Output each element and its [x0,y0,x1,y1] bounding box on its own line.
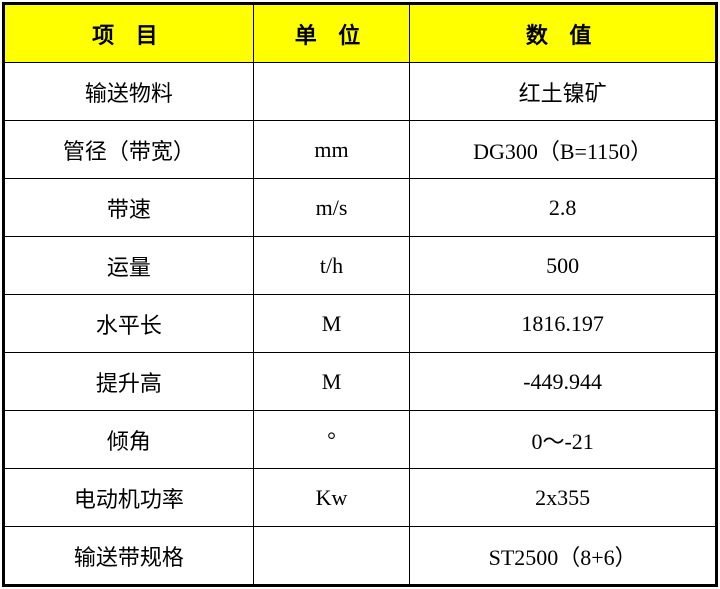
cell-value: 1816.197 [410,295,716,353]
table-row: 水平长 M 1816.197 [5,295,716,353]
cell-item: 输送带规格 [5,527,254,585]
table-row: 输送带规格 ST2500（8+6） [5,527,716,585]
header-value: 数 值 [410,5,716,63]
cell-unit [253,527,409,585]
cell-value: 2.8 [410,179,716,237]
cell-unit: M [253,353,409,411]
cell-value: -449.944 [410,353,716,411]
cell-unit: ° [253,411,409,469]
table-header-row: 项 目 单 位 数 值 [5,5,716,63]
table-row: 电动机功率 Kw 2x355 [5,469,716,527]
table-row: 管径（带宽） mm DG300（B=1150） [5,121,716,179]
table-row: 输送物料 红土镍矿 [5,63,716,121]
cell-item: 带速 [5,179,254,237]
cell-item: 管径（带宽） [5,121,254,179]
cell-unit: M [253,295,409,353]
cell-item: 输送物料 [5,63,254,121]
cell-item: 倾角 [5,411,254,469]
cell-unit [253,63,409,121]
spec-table-container: 项 目 单 位 数 值 输送物料 红土镍矿 管径（带宽） mm DG300（B=… [2,2,718,587]
cell-value: ST2500（8+6） [410,527,716,585]
table-row: 提升高 M -449.944 [5,353,716,411]
cell-value: DG300（B=1150） [410,121,716,179]
cell-item: 提升高 [5,353,254,411]
spec-table: 项 目 单 位 数 值 输送物料 红土镍矿 管径（带宽） mm DG300（B=… [4,4,716,585]
cell-value: 0～-21 [410,411,716,469]
cell-value: 红土镍矿 [410,63,716,121]
cell-item: 运量 [5,237,254,295]
table-row: 运量 t/h 500 [5,237,716,295]
cell-item: 电动机功率 [5,469,254,527]
table-row: 带速 m/s 2.8 [5,179,716,237]
cell-item: 水平长 [5,295,254,353]
header-item: 项 目 [5,5,254,63]
cell-unit: Kw [253,469,409,527]
cell-unit: mm [253,121,409,179]
table-row: 倾角 ° 0～-21 [5,411,716,469]
cell-value: 500 [410,237,716,295]
cell-unit: t/h [253,237,409,295]
cell-unit: m/s [253,179,409,237]
header-unit: 单 位 [253,5,409,63]
cell-value: 2x355 [410,469,716,527]
